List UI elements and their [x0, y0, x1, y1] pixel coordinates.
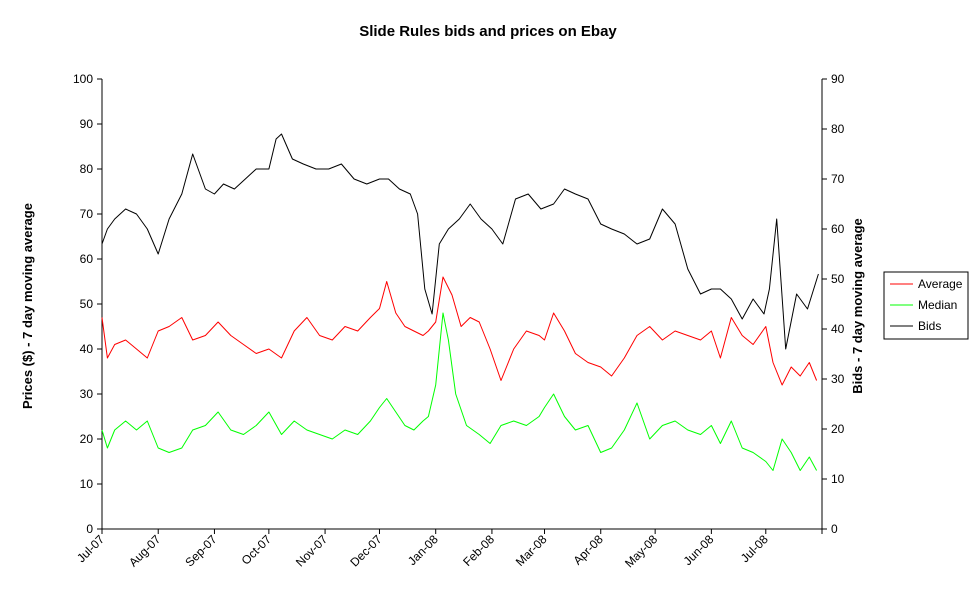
x-tick-label: Jul-08 [738, 532, 771, 565]
x-tick-label: Jul-07 [74, 532, 107, 565]
x-tick-label: Aug-07 [126, 532, 163, 569]
right-tick-label: 30 [831, 372, 845, 386]
series-line-bids [101, 133, 819, 350]
series-line-median [101, 312, 818, 471]
x-tick-label: Jun-08 [681, 532, 717, 568]
right-tick-label: 40 [831, 322, 845, 336]
right-y-ticks: 0 10 20 30 40 50 60 70 80 90 [822, 72, 845, 536]
x-tick-label: Jan-08 [405, 532, 441, 568]
left-tick-label: 0 [86, 522, 93, 536]
left-tick-label: 80 [80, 162, 94, 176]
x-tick-label: Sep-07 [182, 532, 219, 569]
right-tick-label: 70 [831, 172, 845, 186]
left-tick-label: 100 [73, 72, 93, 86]
left-tick-label: 30 [80, 387, 94, 401]
left-axis-title: Prices ($) - 7 day moving average [20, 203, 35, 409]
x-tick-label: Nov-07 [293, 532, 330, 569]
right-tick-label: 90 [831, 72, 845, 86]
x-tick-label: Feb-08 [460, 532, 497, 569]
chart-title: Slide Rules bids and prices on Ebay [359, 23, 617, 40]
x-tick-label: Dec-07 [347, 532, 384, 569]
left-tick-label: 10 [80, 477, 94, 491]
right-tick-label: 50 [831, 272, 845, 286]
right-tick-label: 10 [831, 472, 845, 486]
left-tick-label: 60 [80, 252, 94, 266]
series-lines [101, 133, 819, 471]
x-tick-label: Oct-07 [239, 532, 275, 568]
plot-area [101, 79, 823, 530]
x-tick-label: Apr-08 [570, 532, 606, 568]
right-tick-label: 80 [831, 122, 845, 136]
legend-label-average: Average [918, 277, 963, 291]
left-tick-label: 50 [80, 297, 94, 311]
left-tick-label: 40 [80, 342, 94, 356]
x-tick-label: May-08 [622, 532, 660, 570]
x-ticks: Jul-07 Aug-07 Sep-07 Oct-07 Nov-07 Dec-07 Jan-… [74, 529, 823, 570]
left-y-ticks: 0 10 20 30 40 50 60 70 80 90 100 [73, 72, 102, 536]
legend: Average Median Bids [883, 271, 969, 340]
left-tick-label: 90 [80, 117, 94, 131]
legend-label-bids: Bids [918, 319, 941, 333]
right-tick-label: 0 [831, 522, 838, 536]
left-tick-label: 20 [80, 432, 94, 446]
x-tick-label: Mar-08 [513, 532, 550, 569]
right-axis-title: Bids - 7 day moving average [850, 218, 865, 394]
series-line-average [101, 276, 818, 386]
legend-label-median: Median [918, 298, 957, 312]
right-tick-label: 20 [831, 422, 845, 436]
left-tick-label: 70 [80, 207, 94, 221]
right-tick-label: 60 [831, 222, 845, 236]
